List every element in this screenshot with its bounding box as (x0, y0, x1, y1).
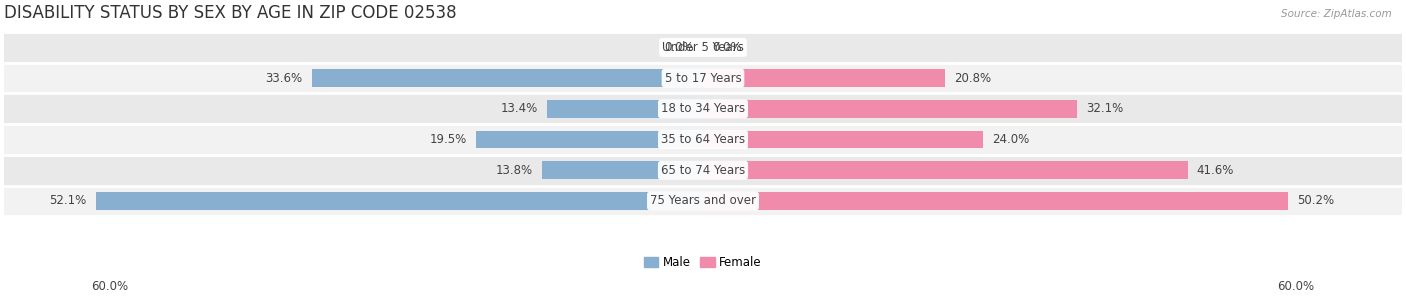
Text: Source: ZipAtlas.com: Source: ZipAtlas.com (1281, 9, 1392, 19)
Bar (475, 131, 703, 149)
Text: 13.4%: 13.4% (501, 102, 537, 115)
Text: 41.6%: 41.6% (1197, 164, 1234, 177)
Bar (703, 131, 983, 149)
Text: 24.0%: 24.0% (991, 133, 1029, 146)
Text: 60.0%: 60.0% (1278, 280, 1315, 293)
Bar (96, 192, 703, 210)
Text: 65 to 74 Years: 65 to 74 Years (661, 164, 745, 177)
Bar (312, 69, 703, 87)
Bar (4, 63, 1402, 93)
Text: 13.8%: 13.8% (496, 164, 533, 177)
Text: 20.8%: 20.8% (955, 72, 991, 84)
Text: 52.1%: 52.1% (49, 195, 87, 207)
Bar (547, 100, 703, 118)
Bar (4, 32, 1402, 63)
Text: 5 to 17 Years: 5 to 17 Years (665, 72, 741, 84)
Text: 19.5%: 19.5% (429, 133, 467, 146)
Text: 0.0%: 0.0% (664, 41, 693, 54)
Text: 75 Years and over: 75 Years and over (650, 195, 756, 207)
Text: 33.6%: 33.6% (266, 72, 302, 84)
Bar (703, 161, 1188, 179)
Text: 32.1%: 32.1% (1087, 102, 1123, 115)
Bar (703, 100, 1077, 118)
Text: 18 to 34 Years: 18 to 34 Years (661, 102, 745, 115)
Text: Under 5 Years: Under 5 Years (662, 41, 744, 54)
Bar (4, 124, 1402, 155)
Bar (4, 93, 1402, 124)
Text: DISABILITY STATUS BY SEX BY AGE IN ZIP CODE 02538: DISABILITY STATUS BY SEX BY AGE IN ZIP C… (4, 4, 457, 22)
Text: 0.0%: 0.0% (713, 41, 742, 54)
Bar (4, 186, 1402, 216)
Bar (543, 161, 703, 179)
Text: 50.2%: 50.2% (1296, 195, 1334, 207)
Text: 35 to 64 Years: 35 to 64 Years (661, 133, 745, 146)
Bar (703, 69, 945, 87)
Legend: Male, Female: Male, Female (644, 257, 762, 269)
Bar (4, 155, 1402, 186)
Bar (703, 192, 1288, 210)
Text: 60.0%: 60.0% (91, 280, 128, 293)
